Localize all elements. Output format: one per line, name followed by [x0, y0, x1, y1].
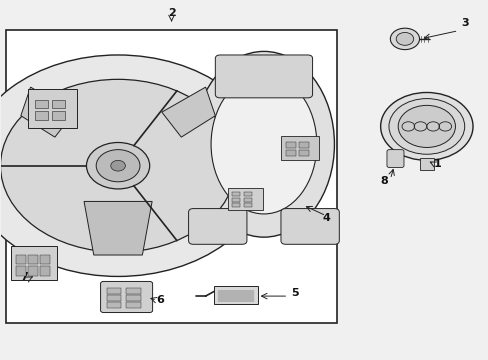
FancyBboxPatch shape	[35, 100, 48, 108]
FancyBboxPatch shape	[28, 266, 38, 276]
FancyBboxPatch shape	[126, 295, 141, 301]
Ellipse shape	[211, 75, 316, 214]
FancyBboxPatch shape	[35, 111, 48, 120]
FancyBboxPatch shape	[386, 150, 403, 167]
FancyBboxPatch shape	[298, 150, 308, 156]
Circle shape	[389, 28, 419, 50]
FancyBboxPatch shape	[232, 203, 240, 207]
FancyBboxPatch shape	[40, 266, 49, 276]
Circle shape	[86, 143, 149, 189]
FancyBboxPatch shape	[107, 288, 121, 294]
Text: 7: 7	[20, 272, 28, 282]
FancyBboxPatch shape	[17, 266, 26, 276]
FancyBboxPatch shape	[107, 295, 121, 301]
Circle shape	[397, 105, 454, 148]
Text: 1: 1	[433, 159, 441, 170]
FancyBboxPatch shape	[28, 89, 77, 128]
Text: 2: 2	[167, 8, 175, 18]
FancyBboxPatch shape	[244, 198, 251, 202]
FancyBboxPatch shape	[419, 158, 433, 170]
FancyBboxPatch shape	[232, 192, 240, 196]
FancyBboxPatch shape	[52, 100, 65, 108]
Circle shape	[388, 99, 464, 154]
FancyBboxPatch shape	[188, 208, 246, 244]
Circle shape	[111, 160, 125, 171]
Polygon shape	[162, 87, 215, 137]
FancyBboxPatch shape	[107, 302, 121, 308]
FancyBboxPatch shape	[101, 282, 152, 312]
FancyBboxPatch shape	[17, 255, 26, 264]
FancyBboxPatch shape	[6, 30, 336, 323]
Circle shape	[96, 150, 140, 182]
FancyBboxPatch shape	[126, 302, 141, 308]
FancyBboxPatch shape	[281, 208, 339, 244]
Text: 4: 4	[322, 213, 329, 223]
Circle shape	[380, 93, 472, 160]
FancyBboxPatch shape	[298, 142, 308, 148]
FancyBboxPatch shape	[244, 203, 251, 207]
FancyBboxPatch shape	[285, 150, 295, 156]
FancyBboxPatch shape	[285, 142, 295, 148]
FancyBboxPatch shape	[126, 288, 141, 294]
FancyBboxPatch shape	[28, 255, 38, 264]
FancyBboxPatch shape	[40, 255, 49, 264]
Text: 5: 5	[290, 288, 298, 298]
FancyBboxPatch shape	[213, 286, 258, 304]
FancyBboxPatch shape	[232, 198, 240, 202]
Text: 6: 6	[156, 295, 163, 305]
Polygon shape	[21, 87, 74, 137]
Circle shape	[395, 32, 413, 45]
FancyBboxPatch shape	[11, 246, 57, 280]
Circle shape	[0, 55, 268, 276]
Polygon shape	[84, 202, 152, 255]
FancyBboxPatch shape	[244, 192, 251, 196]
Ellipse shape	[193, 51, 334, 237]
FancyBboxPatch shape	[281, 136, 319, 160]
FancyBboxPatch shape	[228, 188, 263, 210]
Text: 3: 3	[460, 18, 468, 28]
Text: 8: 8	[380, 176, 387, 185]
Circle shape	[0, 79, 235, 252]
FancyBboxPatch shape	[215, 55, 312, 98]
FancyBboxPatch shape	[52, 111, 65, 120]
